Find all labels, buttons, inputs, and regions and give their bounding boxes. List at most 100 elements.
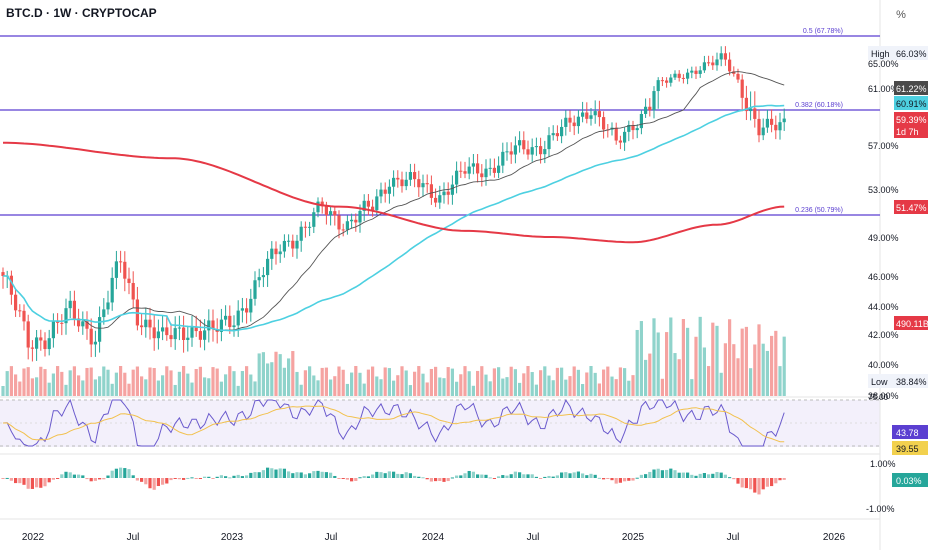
candle — [39, 337, 43, 341]
volume-bar — [140, 376, 144, 396]
volume-bar — [744, 326, 748, 396]
volume-bar — [89, 367, 93, 396]
macd-bar — [72, 474, 76, 478]
volume-bar — [182, 366, 186, 396]
price-tick: 49.00% — [868, 233, 899, 243]
candle — [593, 111, 597, 116]
volume-bar — [509, 366, 513, 396]
volume-bar — [387, 368, 391, 396]
percent-scale-button[interactable]: % — [896, 9, 906, 21]
volume-bar — [715, 325, 719, 396]
candle — [219, 319, 223, 332]
time-tick: Jul — [127, 532, 140, 543]
candle — [387, 186, 391, 194]
volume-bar — [782, 336, 786, 396]
fib-label: 0.5 (67.78%) — [803, 28, 843, 35]
volume-bar — [450, 368, 454, 396]
candle — [551, 133, 555, 136]
macd-bar — [644, 474, 648, 478]
candle — [354, 219, 358, 223]
volume-bar — [228, 366, 232, 396]
volume-bar — [492, 368, 496, 396]
volume-bar — [455, 381, 459, 396]
volume-bar — [127, 383, 131, 396]
volume-bar — [656, 332, 660, 396]
value-tag-box — [894, 124, 928, 138]
volume-bar — [337, 366, 341, 396]
macd-bar — [585, 475, 589, 478]
macd-bar — [375, 471, 379, 478]
macd-bar — [291, 473, 295, 478]
macd-bar — [635, 477, 639, 479]
candle — [740, 79, 744, 98]
macd-bar — [140, 478, 144, 482]
candle — [245, 308, 249, 313]
macd-bar — [165, 478, 169, 484]
candle — [1, 272, 5, 276]
volume-bar — [253, 381, 257, 396]
volume-bar — [665, 332, 669, 396]
candle — [123, 261, 127, 279]
macd-bar — [774, 478, 778, 484]
macd-bar — [471, 471, 475, 478]
volume-bar — [320, 367, 324, 396]
candle — [165, 327, 169, 336]
volume-bar — [85, 367, 89, 396]
candle — [736, 73, 740, 80]
volume-bar — [761, 343, 765, 396]
candle — [442, 191, 446, 196]
macd-bar — [224, 476, 228, 478]
macd-bar — [282, 468, 286, 478]
macd-bar — [156, 478, 160, 487]
volume-bar — [77, 375, 81, 396]
volume-bar — [404, 370, 408, 396]
value-tag: 66.03% — [896, 49, 927, 59]
volume-bar — [312, 375, 316, 396]
rsi-tag: 39.55 — [896, 444, 919, 454]
macd-bar — [278, 468, 282, 478]
volume-bar — [484, 374, 488, 396]
volume-bar — [177, 371, 181, 396]
volume-bar — [534, 384, 538, 396]
candle — [408, 172, 412, 180]
macd-bar — [698, 473, 702, 478]
volume-bar — [64, 384, 68, 396]
macd-bar — [371, 474, 375, 478]
candle — [513, 145, 517, 155]
rsi-tag: 43.78 — [896, 428, 919, 438]
candle — [652, 91, 656, 111]
macd-bar — [98, 478, 102, 480]
volume-bar — [303, 370, 307, 396]
candle — [68, 300, 72, 309]
volume-bar — [673, 353, 677, 396]
macd-bar — [652, 469, 656, 478]
candle — [274, 248, 278, 255]
candle — [228, 315, 232, 328]
volume-bar — [686, 327, 690, 396]
macd-bar — [173, 478, 177, 479]
volume-bar — [106, 369, 110, 396]
macd-bar — [266, 467, 270, 478]
volume-bar — [408, 385, 412, 396]
candle — [106, 302, 110, 310]
candle — [77, 318, 81, 327]
candle — [404, 179, 408, 187]
macd-bar — [413, 475, 417, 478]
volume-bar — [694, 336, 698, 396]
value-tag: 1d 7h — [896, 127, 919, 137]
volume-bar — [778, 366, 782, 396]
macd-bar — [736, 478, 740, 484]
volume-bar — [354, 366, 358, 396]
candle — [110, 277, 114, 303]
volume-bar — [224, 374, 228, 396]
value-tag-box — [894, 374, 928, 388]
volume-bar — [26, 367, 30, 396]
macd-bar — [177, 478, 181, 480]
macd-bar — [148, 478, 152, 489]
macd-bar — [673, 470, 677, 478]
candle — [429, 184, 433, 198]
candle — [253, 280, 257, 299]
volume-bar — [614, 379, 618, 396]
macd-bar — [127, 469, 131, 478]
